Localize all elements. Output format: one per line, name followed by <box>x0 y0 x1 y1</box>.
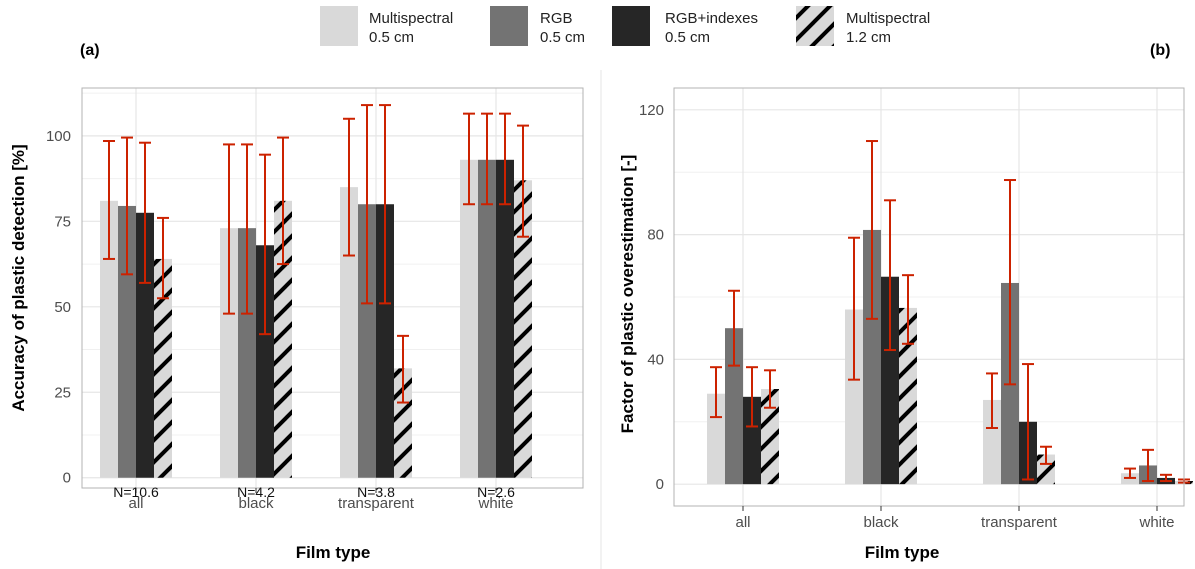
panel-label-b: (b) <box>1150 42 1170 59</box>
annotation-n-black: N=4.2 <box>237 484 275 500</box>
legend-label-line2: 0.5 cm <box>369 29 414 46</box>
bar-multispectral-12-all <box>154 258 172 478</box>
x-tick-label-black: black <box>238 495 274 512</box>
error-bars <box>710 140 1190 484</box>
legend-item-rgb-indexes-05: RGB+indexes 0.5 cm <box>612 6 758 46</box>
bar-rgb-indexes-05-transparent <box>376 204 394 478</box>
x-axis-label: Film type <box>296 543 371 562</box>
legend-item-multispectral-05: Multispectral 0.5 cm <box>320 6 453 46</box>
legend-label-line1: Multispectral <box>846 10 930 27</box>
y-tick-label: 50 <box>54 299 71 316</box>
legend-swatch-hatched <box>796 6 834 46</box>
bar-rgb-05-white <box>478 159 496 478</box>
x-tick-label-transparent: transparent <box>981 514 1058 531</box>
y-tick-label: 120 <box>639 102 664 119</box>
bar-multispectral-05-all <box>100 200 118 478</box>
bar-rgb-05-black <box>863 229 881 485</box>
x-tick-label-black: black <box>863 514 899 531</box>
y-tick-label: 100 <box>46 128 71 145</box>
annotations: N=10.6 N=4.2 N=3.8 N=2.6 <box>113 484 515 500</box>
bar-rgb-indexes-05-black <box>256 245 274 478</box>
y-tick-label: 40 <box>647 351 664 368</box>
x-tick-label-all: all <box>128 495 143 512</box>
bar-rgb-indexes-05-white <box>496 159 514 478</box>
x-tick-label-white: white <box>1138 514 1174 531</box>
bar-multispectral-12-transparent <box>1037 454 1055 485</box>
y-tick-label: 0 <box>63 470 71 487</box>
bar-multispectral-12-all <box>761 389 779 485</box>
bar-rgb-indexes-05-all <box>136 212 154 478</box>
bars <box>100 159 532 478</box>
bar-rgb-indexes-05-black <box>881 276 899 485</box>
y-tick-label: 0 <box>656 476 664 493</box>
x-tick-label-white: white <box>477 495 513 512</box>
bar-multispectral-12-white <box>514 180 532 478</box>
annotation-n-transparent: N=3.8 <box>357 484 395 500</box>
legend-swatch <box>612 6 650 46</box>
bar-multispectral-05-transparent <box>340 187 358 478</box>
panel-label-a: (a) <box>80 42 100 59</box>
panel-a: 0 25 50 75 100 all black transparent white N=10… <box>9 87 584 562</box>
bar-multispectral-12-transparent <box>394 368 412 478</box>
panel-b: 0 40 80 120 all black transparent white Film t… <box>618 87 1193 562</box>
legend-swatch <box>320 6 358 46</box>
legend-swatch <box>490 6 528 46</box>
legend-label-line1: RGB <box>540 10 573 27</box>
y-tick-label: 75 <box>54 213 71 230</box>
annotation-n-all: N=10.6 <box>113 484 159 500</box>
x-tick-label-transparent: transparent <box>338 495 415 512</box>
x-axis-label: Film type <box>865 543 940 562</box>
x-ticks: all black transparent white <box>128 488 514 512</box>
plot-border <box>673 87 1185 507</box>
bar-rgb-05-all <box>725 328 743 485</box>
y-tick-label: 25 <box>54 384 71 401</box>
legend-label-line2: 0.5 cm <box>665 29 710 46</box>
bar-multispectral-05-black <box>845 309 863 485</box>
y-ticks: 0 25 50 75 100 <box>46 128 71 487</box>
bar-rgb-05-transparent <box>358 204 376 478</box>
legend-label-line1: Multispectral <box>369 10 453 27</box>
bar-multispectral-05-white <box>460 159 478 478</box>
error-bars <box>103 104 529 404</box>
legend-item-multispectral-12: Multispectral 1.2 cm <box>796 6 930 46</box>
bar-multispectral-12-black <box>899 307 917 485</box>
x-tick-label-all: all <box>735 514 750 531</box>
bar-rgb-05-black <box>238 228 256 478</box>
legend-label-line1: RGB+indexes <box>665 10 758 27</box>
bar-multispectral-05-black <box>220 228 238 478</box>
y-axis-label: Accuracy of plastic detection [%] <box>9 144 28 411</box>
legend-label-line2: 1.2 cm <box>846 29 891 46</box>
y-axis-label: Factor of plastic overestimation [-] <box>618 155 637 434</box>
y-ticks: 0 40 80 120 <box>639 102 664 493</box>
legend: Multispectral 0.5 cm RGB 0.5 cm RGB+inde… <box>320 6 930 46</box>
bar-multispectral-12-black <box>274 200 292 478</box>
annotation-n-white: N=2.6 <box>477 484 515 500</box>
plot-border <box>81 87 584 489</box>
legend-label-line2: 0.5 cm <box>540 29 585 46</box>
bar-rgb-indexes-05-all <box>743 396 761 485</box>
bar-multispectral-05-transparent <box>983 399 1001 485</box>
legend-item-rgb-05: RGB 0.5 cm <box>490 6 585 46</box>
y-tick-label: 80 <box>647 227 664 244</box>
x-ticks: all black transparent white <box>735 506 1175 531</box>
